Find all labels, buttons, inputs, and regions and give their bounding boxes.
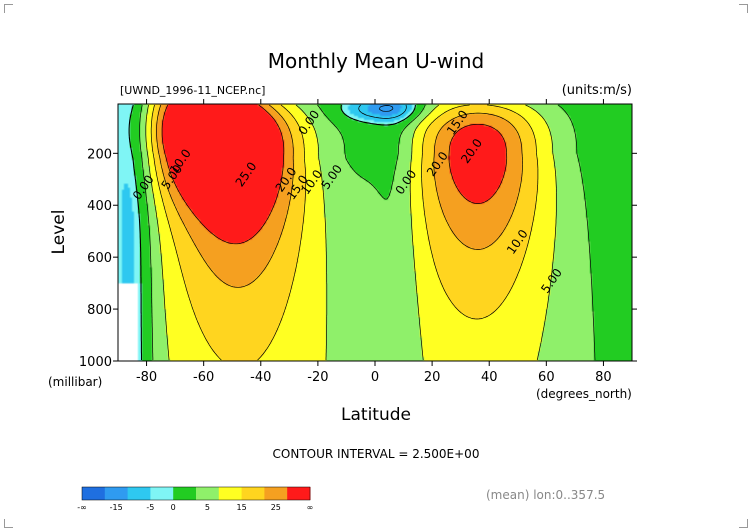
contour-field — [118, 104, 632, 361]
colorbar-label: -15 — [110, 503, 123, 512]
file-label: [UWND_1996-11_NCEP.nc] — [120, 84, 265, 97]
colorbar-label: 25 — [271, 503, 281, 512]
colorbar-label: 5 — [205, 503, 210, 512]
y-tick-label: 800 — [87, 303, 112, 318]
crop-mark-bottom-left — [4, 519, 13, 528]
colorbar-swatch — [173, 487, 197, 500]
x-tick-label: -20 — [307, 370, 328, 385]
y-axis-units: (millibar) — [48, 375, 102, 389]
units-label: (units:m/s) — [562, 83, 632, 98]
x-axis-units: (degrees_north) — [536, 387, 632, 401]
colorbar-swatch — [150, 487, 174, 500]
crop-mark-top-left — [4, 4, 13, 13]
crop-mark-bottom-right — [739, 519, 748, 528]
contour-line — [150, 104, 539, 361]
y-axis-ticks: 200 400 600 800 1000 — [79, 147, 637, 370]
contour-line — [139, 104, 596, 361]
colorbar-label: -∞ — [77, 503, 87, 512]
x-tick-label: -80 — [136, 370, 157, 385]
contour-line — [378, 105, 394, 112]
colorbar-label: -5 — [146, 503, 154, 512]
x-axis-label: Latitude — [341, 405, 411, 425]
footer-text: (mean) lon:0..357.5 — [486, 488, 605, 502]
colorbar-swatch — [264, 487, 288, 500]
x-tick-label: -60 — [193, 370, 214, 385]
x-tick-label: -40 — [250, 370, 271, 385]
x-tick-label: 40 — [481, 370, 498, 385]
crop-mark-top-right — [739, 4, 748, 13]
y-tick-label: 1000 — [79, 355, 112, 370]
x-tick-label: 80 — [595, 370, 612, 385]
color-filled-field — [118, 104, 632, 361]
colorbar-label: ∞ — [307, 503, 314, 512]
colorbar-swatch — [218, 487, 243, 500]
y-axis-label: Level — [49, 210, 69, 255]
y-tick-label: 400 — [87, 199, 112, 214]
colorbar-swatch — [196, 487, 220, 500]
colorbar: -∞ -15 -5 0 5 15 25 ∞ — [77, 486, 314, 512]
colorbar-label: 0 — [171, 503, 176, 512]
colorbar-swatch — [82, 487, 106, 500]
colorbar-label: 15 — [237, 503, 247, 512]
contour-lines — [128, 104, 596, 361]
contour-line — [145, 104, 557, 361]
colorbar-swatch — [241, 487, 265, 500]
x-tick-label: 0 — [371, 370, 379, 385]
colorbar-frame — [81, 486, 311, 501]
contour-line — [156, 104, 523, 288]
colorbar-swatch — [127, 487, 151, 500]
y-tick-label: 600 — [87, 251, 112, 266]
contour-interval-text: CONTOUR INTERVAL = 2.500E+00 — [273, 447, 480, 461]
x-tick-label: 20 — [424, 370, 441, 385]
colorbar-swatch — [287, 487, 311, 500]
chart-title: Monthly Mean U-wind — [268, 49, 484, 73]
x-axis-ticks: -80 -60 -40 -20 0 20 40 60 80 — [136, 99, 612, 385]
colorbar-swatch — [104, 487, 129, 500]
contour-line — [161, 104, 508, 245]
y-tick-label: 200 — [87, 147, 112, 162]
contour-line — [358, 104, 407, 119]
contour-line — [128, 104, 416, 360]
x-tick-label: 60 — [538, 370, 555, 385]
